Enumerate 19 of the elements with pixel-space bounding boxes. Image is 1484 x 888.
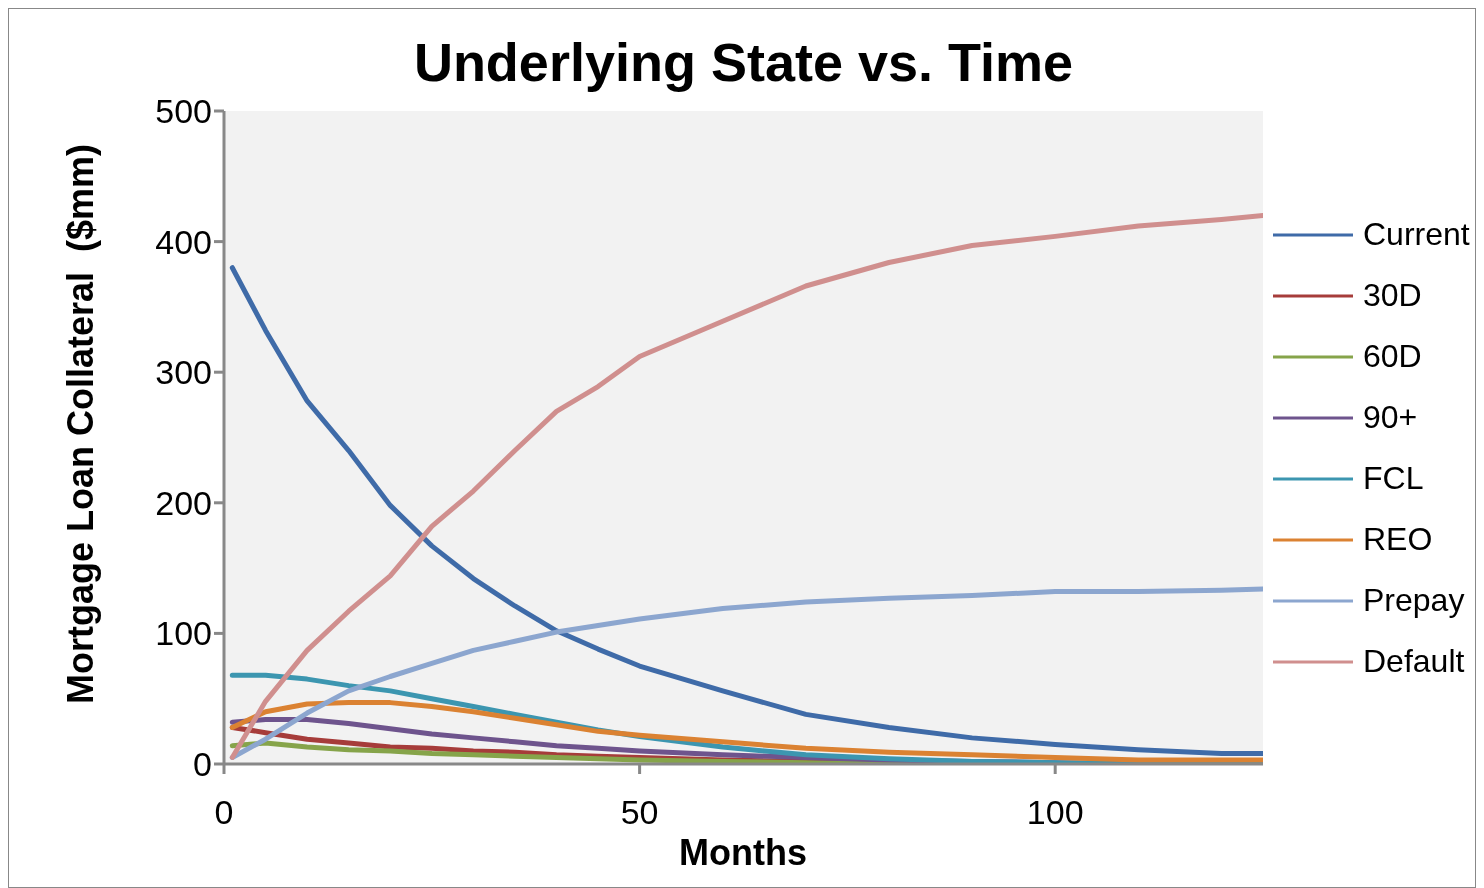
y-tick-label: 500 — [155, 92, 212, 131]
y-tick-label: 0 — [193, 745, 212, 784]
legend-label: Prepay — [1363, 582, 1465, 619]
y-tick-label: 400 — [155, 222, 212, 261]
x-axis-title: Months — [679, 832, 807, 874]
y-tick-label: 300 — [155, 353, 212, 392]
legend-label: 30D — [1363, 277, 1422, 314]
legend-label: 60D — [1363, 338, 1422, 375]
legend-label: FCL — [1363, 460, 1424, 497]
y-tick-label: 200 — [155, 483, 212, 522]
legend-label: Default — [1363, 643, 1465, 680]
legend-label: REO — [1363, 521, 1433, 558]
legend-label: 90+ — [1363, 399, 1418, 436]
y-tick-label: 100 — [155, 614, 212, 653]
chart-title: Underlying State vs. Time — [412, 31, 1075, 93]
y-axis-title: Mortgage Loan Collateral ($mm) — [60, 143, 102, 705]
legend-label: Current — [1363, 216, 1470, 253]
x-tick-label: 100 — [1026, 793, 1084, 832]
x-tick-label: 50 — [620, 793, 659, 832]
